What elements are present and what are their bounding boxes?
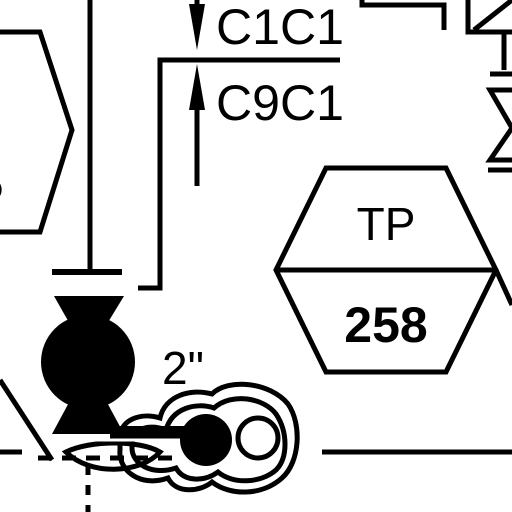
- actuator-bottom-wedge: [52, 382, 124, 434]
- connector-bar: [110, 426, 190, 440]
- instrument-hexagon: [273, 165, 499, 375]
- left-instrument-number: 5: [0, 158, 4, 210]
- label-c9c1: C9C1: [216, 75, 344, 131]
- pipe-size-label: 2": [162, 342, 204, 394]
- left-diagonal-line: [0, 378, 55, 462]
- instrument-number: 258: [344, 297, 427, 353]
- down-arrowhead: [189, 4, 205, 50]
- valve-body: [485, 87, 512, 163]
- top-right-box: [465, 0, 512, 35]
- pump-housing: [117, 381, 300, 495]
- left-instrument-hexagon: [0, 29, 75, 235]
- label-c1c1: C1C1: [216, 0, 344, 55]
- pump-lens: [61, 440, 164, 472]
- actuator-body: [41, 315, 135, 409]
- pump-housing-inner: [129, 396, 288, 484]
- top-right-line: [359, 0, 447, 30]
- signal-line: [138, 57, 340, 291]
- instrument-tag: TP: [357, 198, 416, 250]
- filled-circle: [180, 414, 232, 466]
- actuator-top-wedge: [54, 296, 124, 342]
- hollow-circle: [235, 415, 281, 461]
- up-arrowhead: [189, 64, 205, 110]
- right-partial-line: [493, 268, 512, 307]
- top-right-diagonal: [472, 0, 512, 32]
